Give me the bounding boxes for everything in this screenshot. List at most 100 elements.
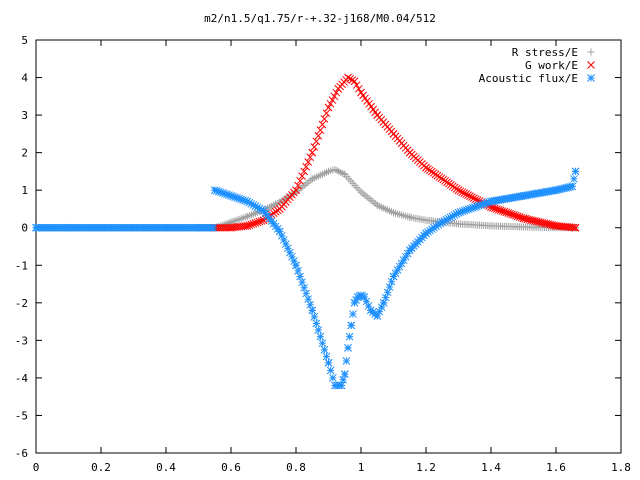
- series-star: [32, 167, 580, 390]
- y-tick-label: 3: [21, 109, 28, 122]
- interpolated-point: [253, 203, 262, 212]
- interpolated-point: [298, 172, 306, 180]
- interpolated-point: [247, 220, 256, 229]
- interpolated-point: [476, 201, 485, 209]
- interpolated-point: [330, 92, 339, 101]
- interpolated-point: [352, 296, 360, 304]
- interpolated-point: [302, 289, 311, 298]
- interpolated-point: [332, 88, 341, 97]
- interpolated-point: [304, 295, 313, 303]
- interpolated-point: [284, 244, 292, 253]
- interpolated-point: [296, 176, 304, 185]
- interpolated-point: [344, 344, 352, 352]
- interpolated-point: [231, 193, 239, 202]
- interpolated-point: [292, 186, 300, 195]
- interpolated-point: [350, 77, 359, 86]
- interpolated-point: [221, 189, 229, 198]
- interpolated-point: [469, 194, 478, 202]
- interpolated-point: [288, 252, 296, 261]
- interpolated-point: [349, 310, 357, 318]
- interpolated-point: [456, 187, 465, 196]
- interpolated-point: [225, 191, 233, 199]
- interpolated-point: [296, 272, 304, 281]
- interpolated-point: [214, 187, 223, 196]
- x-tick-label: 1.2: [416, 461, 436, 474]
- interpolated-point: [326, 99, 335, 108]
- interpolated-point: [472, 202, 481, 211]
- interpolated-point: [318, 120, 327, 129]
- interpolated-point: [249, 219, 258, 228]
- x-tick-label: 0.8: [286, 461, 306, 474]
- y-tick-label: -6: [15, 447, 28, 460]
- interpolated-point: [395, 262, 404, 271]
- plot-area: [32, 73, 580, 390]
- y-tick-label: 0: [21, 222, 28, 235]
- interpolated-point: [364, 302, 373, 310]
- interpolated-point: [389, 272, 398, 281]
- interpolated-point: [210, 186, 219, 195]
- interpolated-point: [277, 231, 286, 240]
- interpolated-point: [300, 167, 308, 176]
- interpolated-point: [279, 236, 288, 244]
- legend-marker: [587, 61, 595, 69]
- interpolated-point: [310, 313, 319, 321]
- interpolated-point: [464, 191, 472, 200]
- interpolated-point: [375, 307, 384, 316]
- interpolated-point: [347, 321, 356, 330]
- interpolated-point: [393, 266, 402, 274]
- interpolated-point: [462, 206, 471, 214]
- interpolated-point: [312, 137, 321, 146]
- interpolated-point: [474, 201, 483, 210]
- interpolated-point: [318, 339, 327, 348]
- series-cross: [210, 73, 580, 232]
- interpolated-point: [243, 221, 252, 230]
- legend-label: G work/E: [525, 59, 578, 72]
- y-tick-label: 2: [21, 147, 28, 160]
- interpolated-point: [346, 74, 355, 83]
- interpolated-point: [460, 189, 469, 198]
- y-tick-label: 1: [21, 184, 28, 197]
- interpolated-point: [241, 196, 250, 205]
- y-tick-label: -4: [15, 372, 29, 385]
- interpolated-point: [306, 153, 315, 162]
- interpolated-point: [298, 278, 306, 287]
- interpolated-point: [454, 208, 463, 217]
- interpolated-point: [233, 194, 241, 202]
- interpolated-point: [286, 248, 294, 257]
- interpolated-point: [337, 381, 346, 390]
- interpolated-point: [466, 204, 475, 213]
- interpolated-point: [462, 190, 471, 199]
- x-axis: 0 0.2 0.4 0.6 0.8 1 1.2 1.4 1.6 1.8: [33, 40, 631, 474]
- interpolated-point: [403, 249, 412, 258]
- interpolated-point: [239, 196, 248, 204]
- interpolated-point: [468, 193, 476, 201]
- legend-marker: [587, 48, 595, 56]
- interpolated-point: [294, 267, 302, 275]
- interpolated-point: [399, 256, 408, 264]
- interpolated-point: [247, 199, 256, 208]
- interpolated-point: [320, 114, 329, 123]
- x-tick-label: 0.2: [91, 461, 111, 474]
- interpolated-point: [568, 182, 577, 191]
- interpolated-point: [362, 297, 371, 306]
- interpolated-point: [324, 103, 333, 112]
- interpolated-point: [444, 214, 453, 223]
- interpolated-point: [385, 283, 394, 291]
- x-tick-label: 1: [358, 461, 365, 474]
- interpolated-point: [300, 283, 308, 292]
- y-tick-label: -2: [15, 297, 28, 310]
- interpolated-point: [352, 81, 361, 89]
- interpolated-point: [275, 227, 284, 236]
- interpolated-point: [391, 269, 400, 278]
- interpolated-point: [328, 96, 337, 104]
- x-tick-label: 0.4: [156, 461, 176, 474]
- interpolated-point: [458, 188, 467, 197]
- interpolated-point: [373, 312, 382, 320]
- interpolated-point: [292, 261, 300, 270]
- interpolated-point: [308, 148, 317, 157]
- interpolated-point: [255, 204, 264, 213]
- plot-frame: [35, 39, 622, 454]
- interpolated-point: [251, 219, 260, 227]
- x-tick-label: 1.6: [546, 461, 566, 474]
